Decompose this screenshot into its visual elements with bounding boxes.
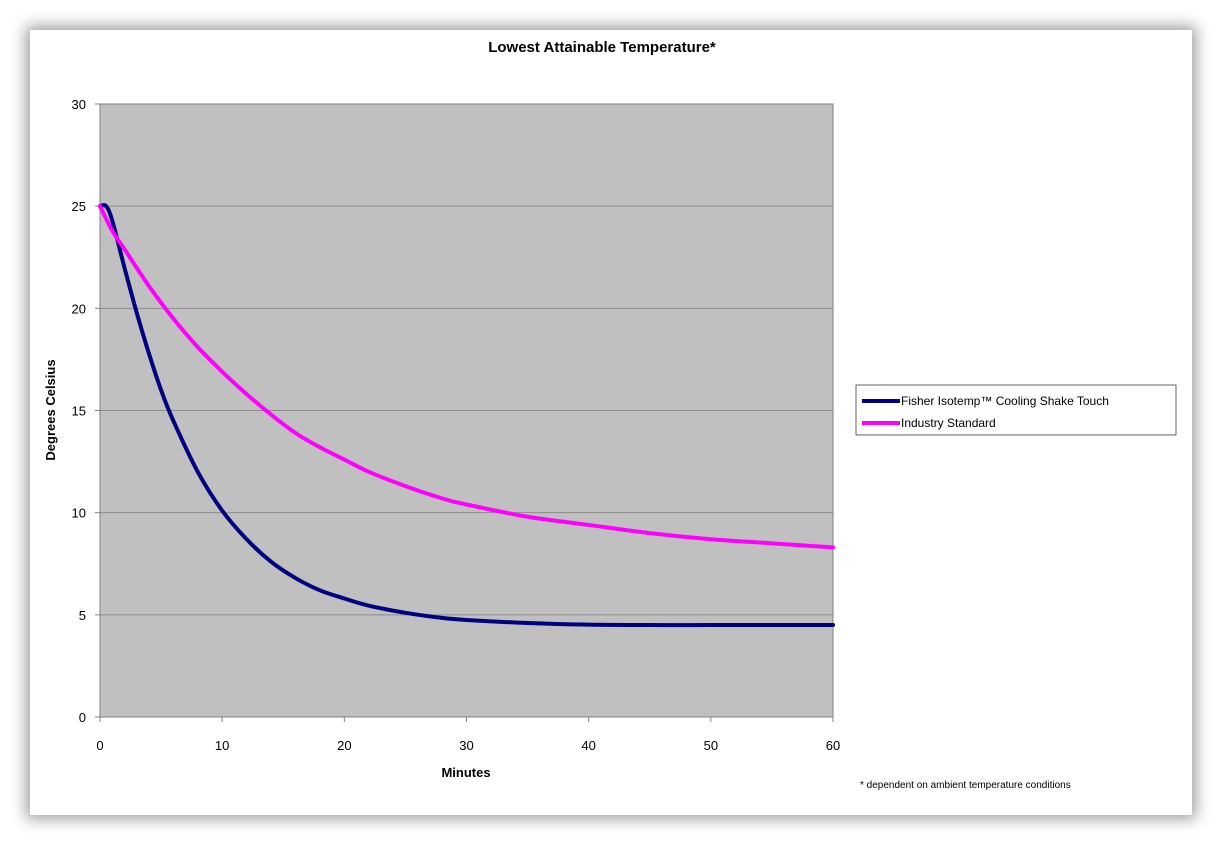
y-axis-ticks: 0 5 10 15 20 25 30 [72, 97, 100, 725]
x-tick-label-40: 40 [581, 738, 595, 753]
x-axis-ticks: 0 10 20 30 40 50 60 [96, 717, 840, 753]
legend-label-industry: Industry Standard [901, 416, 996, 430]
x-tick-label-50: 50 [704, 738, 718, 753]
series-line-industry [98, 204, 835, 550]
legend: Fisher Isotemp™ Cooling Shake Touch Indu… [855, 384, 1177, 436]
y-axis-label: Degrees Celsius [43, 359, 58, 460]
footnote: * dependent on ambient temperature condi… [860, 780, 1071, 791]
chart-title: Lowest Attainable Temperature* [488, 39, 716, 56]
y-tick-label-25: 25 [72, 199, 86, 214]
y-tick-label-10: 10 [72, 506, 86, 521]
y-tick-label-30: 30 [72, 97, 86, 112]
x-tick-label-30: 30 [459, 738, 473, 753]
x-tick-label-0: 0 [96, 738, 103, 753]
series-lines [98, 203, 835, 628]
y-tick-label-15: 15 [72, 404, 86, 419]
legend-label-fisher: Fisher Isotemp™ Cooling Shake Touch [901, 394, 1109, 408]
x-tick-label-60: 60 [826, 738, 840, 753]
x-tick-label-20: 20 [337, 738, 351, 753]
x-tick-label-10: 10 [215, 738, 229, 753]
x-axis-label: Minutes [441, 765, 490, 780]
y-tick-label-5: 5 [79, 608, 86, 623]
y-tick-label-20: 20 [72, 301, 86, 316]
y-tick-label-0: 0 [79, 710, 86, 725]
series-line-fisher [98, 203, 835, 628]
legend-box [855, 384, 1177, 436]
